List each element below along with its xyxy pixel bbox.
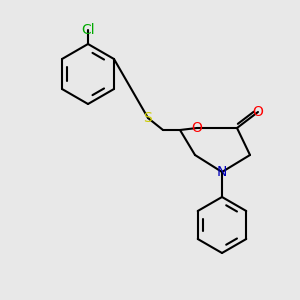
Text: O: O: [253, 105, 263, 119]
Text: N: N: [217, 165, 227, 179]
Text: S: S: [144, 111, 152, 125]
Text: O: O: [192, 121, 203, 135]
Text: Cl: Cl: [81, 23, 95, 37]
